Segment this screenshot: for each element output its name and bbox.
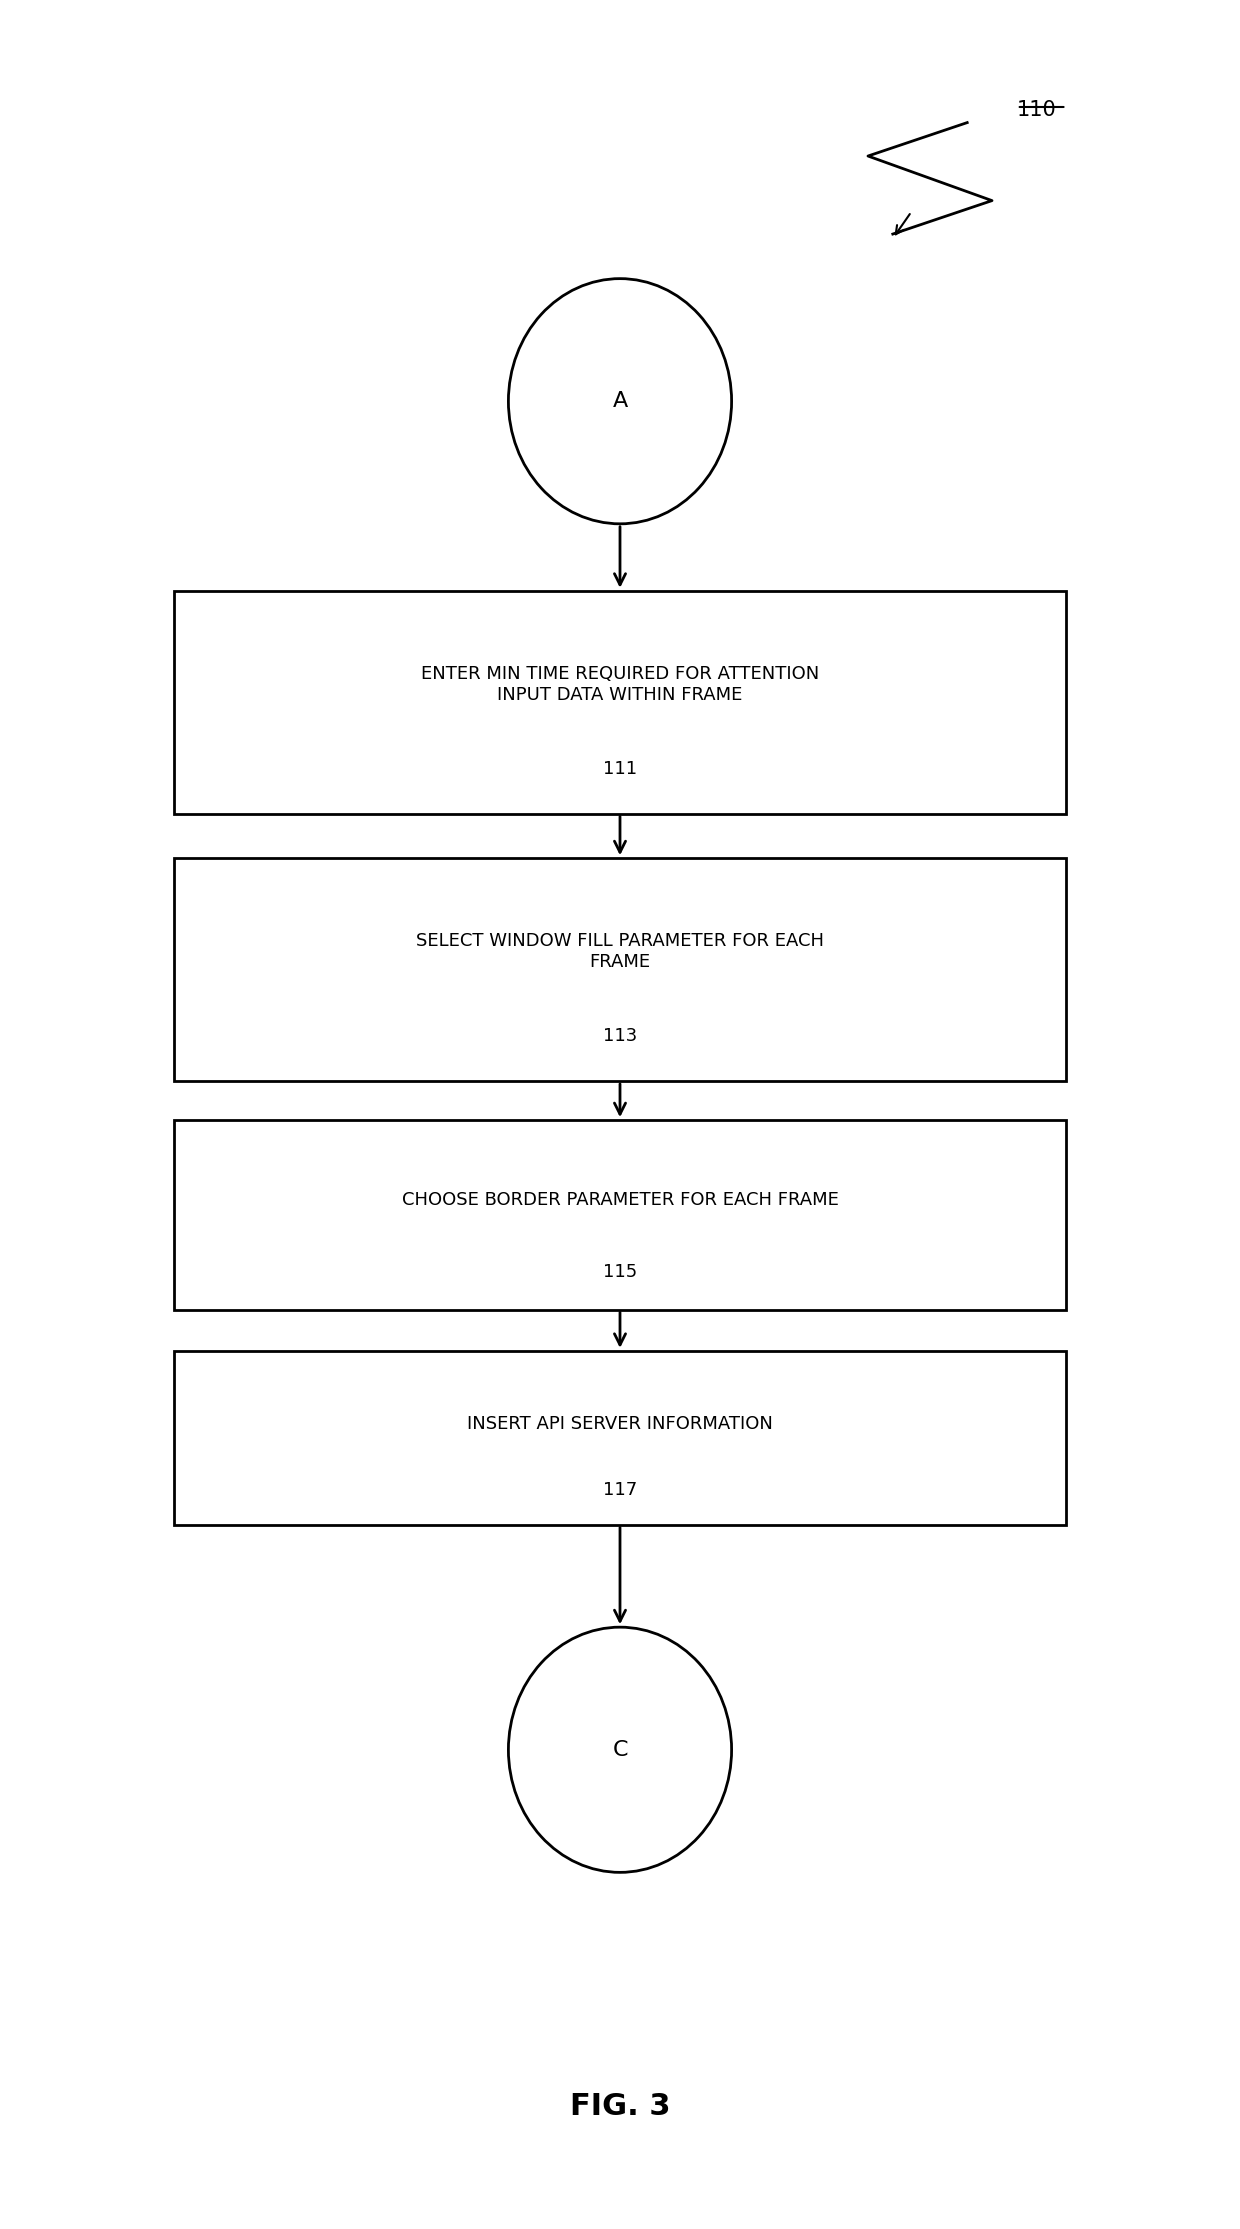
Text: C: C [613, 1741, 627, 1759]
Text: 115: 115 [603, 1262, 637, 1282]
Bar [174, 858, 1066, 1081]
Ellipse shape [508, 279, 732, 524]
Text: CHOOSE BORDER PARAMETER FOR EACH FRAME: CHOOSE BORDER PARAMETER FOR EACH FRAME [402, 1190, 838, 1208]
Ellipse shape [508, 1627, 732, 1872]
Text: INSERT API SERVER INFORMATION: INSERT API SERVER INFORMATION [467, 1415, 773, 1433]
Text: 113: 113 [603, 1028, 637, 1045]
Text: A: A [613, 392, 627, 410]
Text: SELECT WINDOW FILL PARAMETER FOR EACH
FRAME: SELECT WINDOW FILL PARAMETER FOR EACH FR… [415, 932, 825, 972]
Text: 117: 117 [603, 1480, 637, 1498]
Text: ENTER MIN TIME REQUIRED FOR ATTENTION
INPUT DATA WITHIN FRAME: ENTER MIN TIME REQUIRED FOR ATTENTION IN… [420, 664, 820, 704]
Bar [174, 1351, 1066, 1525]
Text: 111: 111 [603, 760, 637, 778]
Bar [174, 1119, 1066, 1308]
Text: 110: 110 [1017, 100, 1056, 120]
Bar [174, 591, 1066, 814]
Text: FIG. 3: FIG. 3 [569, 2091, 671, 2122]
